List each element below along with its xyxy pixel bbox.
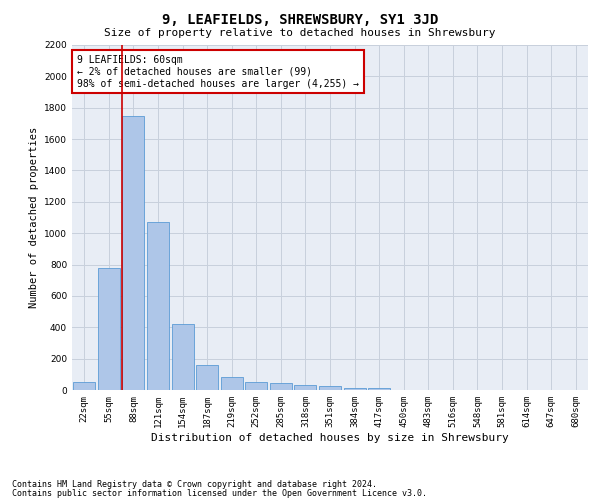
Bar	[295, 386, 316, 390]
Bar	[196, 365, 218, 390]
Bar	[221, 376, 243, 390]
Text: 9, LEAFIELDS, SHREWSBURY, SY1 3JD: 9, LEAFIELDS, SHREWSBURY, SY1 3JD	[162, 12, 438, 26]
Text: Size of property relative to detached houses in Shrewsbury: Size of property relative to detached ho…	[104, 28, 496, 38]
Y-axis label: Number of detached properties: Number of detached properties	[29, 127, 38, 308]
Bar	[172, 324, 194, 390]
Bar	[122, 116, 145, 390]
Text: Contains HM Land Registry data © Crown copyright and database right 2024.: Contains HM Land Registry data © Crown c…	[12, 480, 377, 489]
Bar	[73, 382, 95, 390]
Bar	[344, 388, 365, 390]
Bar	[98, 268, 120, 390]
Bar	[245, 382, 268, 390]
Text: 9 LEAFIELDS: 60sqm
← 2% of detached houses are smaller (99)
98% of semi-detached: 9 LEAFIELDS: 60sqm ← 2% of detached hous…	[77, 56, 359, 88]
Bar	[368, 388, 390, 390]
Bar	[270, 383, 292, 390]
X-axis label: Distribution of detached houses by size in Shrewsbury: Distribution of detached houses by size …	[151, 432, 509, 442]
Bar	[147, 222, 169, 390]
Bar	[319, 386, 341, 390]
Text: Contains public sector information licensed under the Open Government Licence v3: Contains public sector information licen…	[12, 488, 427, 498]
